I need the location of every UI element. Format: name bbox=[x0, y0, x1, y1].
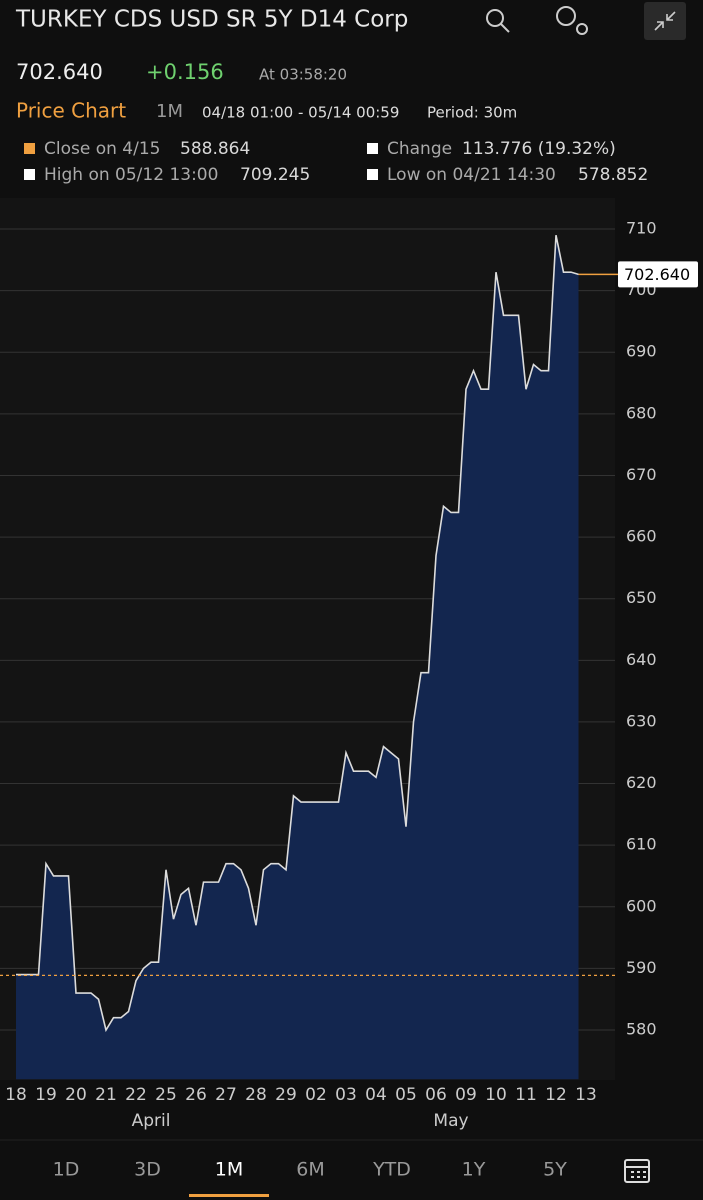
y-tick-label: 630 bbox=[626, 711, 657, 730]
legend-label: Change bbox=[387, 139, 452, 159]
legend-value: 113.776 (19.32%) bbox=[462, 139, 616, 159]
x-tick-label: 02 bbox=[305, 1085, 327, 1105]
y-tick-label: 600 bbox=[626, 896, 657, 915]
legend-label: High on 05/12 13:00 bbox=[44, 165, 218, 185]
y-tick-label: 640 bbox=[626, 650, 657, 669]
x-tick-label: 03 bbox=[335, 1085, 357, 1105]
month-label: May bbox=[433, 1111, 468, 1131]
y-tick-label: 710 bbox=[626, 219, 657, 238]
tab[interactable]: 1Y bbox=[462, 1159, 486, 1181]
x-tick-label: 12 bbox=[545, 1085, 567, 1105]
x-tick-label: 04 bbox=[365, 1085, 387, 1105]
x-tick-label: 20 bbox=[65, 1085, 87, 1105]
x-tick-label: 05 bbox=[395, 1085, 417, 1105]
y-tick-label: 590 bbox=[626, 958, 657, 977]
y-tick-label: 660 bbox=[626, 527, 657, 546]
tab[interactable]: 1D bbox=[53, 1159, 80, 1181]
legend-value: 709.245 bbox=[240, 165, 310, 185]
x-tick-label: 25 bbox=[155, 1085, 177, 1105]
month-label: April bbox=[132, 1111, 171, 1131]
x-tick-label: 27 bbox=[215, 1085, 237, 1105]
legend-label: Close on 4/15 bbox=[44, 139, 160, 159]
settings-icon[interactable] bbox=[556, 6, 588, 35]
y-tick-label: 670 bbox=[626, 465, 657, 484]
last-price-label: 702.640 bbox=[624, 265, 690, 284]
area bbox=[16, 235, 579, 1080]
x-tick-label: 21 bbox=[95, 1085, 117, 1105]
range: 1M bbox=[156, 101, 183, 122]
change: +0.156 bbox=[146, 60, 224, 84]
x-tick-label: 22 bbox=[125, 1085, 147, 1105]
dates: 04/18 01:00 - 05/14 00:59 bbox=[202, 104, 399, 122]
y-tick-label: 580 bbox=[626, 1020, 657, 1039]
x-tick-label: 28 bbox=[245, 1085, 267, 1105]
x-tick-label: 29 bbox=[275, 1085, 297, 1105]
x-tick-label: 13 bbox=[575, 1085, 597, 1105]
x-tick-label: 26 bbox=[185, 1085, 207, 1105]
last-price-tag bbox=[618, 261, 698, 288]
period: Period: 30m bbox=[427, 104, 517, 122]
legend-label: Low on 04/21 14:30 bbox=[387, 165, 556, 185]
price: 702.640 bbox=[16, 60, 103, 84]
tab-bar: 1D 3D 1M 6M YTD 1Y 5Y bbox=[53, 1159, 567, 1197]
x-tick-label: 11 bbox=[515, 1085, 537, 1105]
line bbox=[16, 235, 579, 1033]
x-tick-label: 06 bbox=[425, 1085, 447, 1105]
tab-indicator bbox=[189, 1194, 269, 1197]
x-tick-label: 09 bbox=[455, 1085, 477, 1105]
calendar-button[interactable] bbox=[624, 1159, 650, 1183]
tab[interactable]: 6M bbox=[296, 1159, 324, 1181]
time: At 03:58:20 bbox=[259, 66, 347, 84]
tab[interactable]: 1M bbox=[215, 1159, 243, 1181]
tab[interactable]: YTD bbox=[372, 1159, 411, 1181]
collapse-button[interactable] bbox=[644, 2, 686, 40]
x-tick-label: 18 bbox=[5, 1085, 27, 1105]
title: TURKEY CDS USD SR 5Y D14 Corp bbox=[15, 7, 408, 33]
chart: 5805906006106206306406506606706806907007… bbox=[0, 219, 698, 1131]
x-tick-label: 19 bbox=[35, 1085, 57, 1105]
y-tick-label: 680 bbox=[626, 403, 657, 422]
y-tick-label: 610 bbox=[626, 835, 657, 854]
y-tick-label: 690 bbox=[626, 342, 657, 361]
y-tick-label: 650 bbox=[626, 588, 657, 607]
legend-value: 578.852 bbox=[578, 165, 648, 185]
search-icon[interactable] bbox=[486, 9, 510, 33]
x-tick-label: 10 bbox=[485, 1085, 507, 1105]
price-chart-label: Price Chart bbox=[16, 99, 126, 123]
legend-swatch bbox=[367, 143, 378, 154]
legend-swatch bbox=[24, 169, 35, 180]
y-tick-label: 620 bbox=[626, 773, 657, 792]
legend-swatch bbox=[24, 143, 35, 154]
legend-value: 588.864 bbox=[180, 139, 250, 159]
tab[interactable]: 5Y bbox=[543, 1159, 567, 1181]
tab[interactable]: 3D bbox=[134, 1159, 161, 1181]
legend-swatch bbox=[367, 169, 378, 180]
